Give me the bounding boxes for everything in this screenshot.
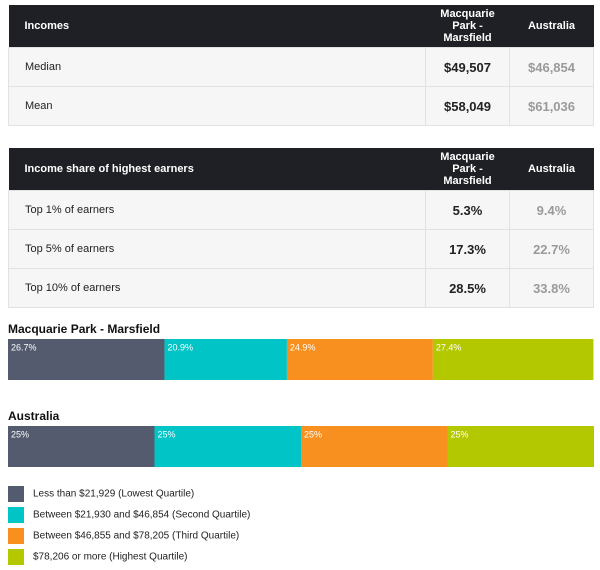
table-cell: 17.3%: [425, 229, 510, 269]
value-label: 25%: [304, 429, 322, 439]
table-row: Top 1% of earners 5.3% 9.4%: [8, 190, 594, 230]
header-cell: Australia: [509, 148, 594, 191]
table-row: Mean $58,049 $61,036: [8, 86, 594, 126]
bar-segment: [8, 426, 155, 467]
header-row: Incomes Macquarie Park - Marsfield Austral…: [8, 5, 594, 48]
table-cell: $58,049: [425, 86, 510, 126]
legend-swatch: [8, 507, 24, 523]
legend-swatch: [8, 528, 24, 544]
bar-segment: [8, 339, 165, 380]
table-cell: 9.4%: [509, 190, 594, 230]
table-row: Top 5% of earners 17.3% 22.7%: [8, 229, 594, 269]
value-label: 20.9%: [167, 342, 193, 352]
header-row: Income share of highest earners Macquarie…: [8, 148, 594, 191]
header-cell: Macquarie Park - Marsfield: [425, 5, 510, 48]
header-cell: Income share of highest earners: [8, 148, 426, 191]
bar-segment: [154, 426, 301, 467]
bar-segment: [301, 426, 448, 467]
table-cell: 22.7%: [509, 229, 594, 269]
table-row: Top 10% of earners 28.5% 33.8%: [8, 268, 594, 308]
table-cell: Top 10% of earners: [8, 268, 426, 308]
table-cell: 33.8%: [509, 268, 594, 308]
incomes-table: Incomes Macquarie Park - Marsfield Austral…: [8, 5, 594, 126]
table-row: Median $49,507 $46,854: [8, 47, 594, 87]
table-cell: Median: [8, 47, 426, 87]
table-cell: Top 1% of earners: [8, 190, 426, 230]
table-cell: $46,854: [509, 47, 594, 87]
value-label: 26.7%: [11, 342, 37, 352]
table-cell: Mean: [8, 86, 426, 126]
table-cell: Top 5% of earners: [8, 229, 426, 269]
table-cell: 28.5%: [425, 268, 510, 308]
bar-segment: [286, 339, 433, 380]
legend-label: Less than $21,929 (Lowest Quartile): [33, 489, 194, 500]
bar-segment: [432, 339, 594, 380]
header-cell: Australia: [509, 5, 594, 48]
bar-segment: [447, 426, 594, 467]
value-label: 27.4%: [436, 342, 462, 352]
value-label: 24.9%: [290, 342, 316, 352]
chart-title: Australia: [8, 409, 60, 423]
header-cell: Incomes: [8, 5, 426, 48]
value-label: 25%: [451, 429, 469, 439]
bar-segment: [164, 339, 287, 380]
value-label: 25%: [158, 429, 176, 439]
legend-swatch: [8, 486, 24, 502]
legend-label: $78,206 or more (Highest Quartile): [33, 552, 188, 563]
legend-label: Between $21,930 and $46,854 (Second Quar…: [33, 510, 250, 521]
value-label: 25%: [11, 429, 29, 439]
legend-swatch: [8, 549, 24, 565]
distribution-charts: Macquarie Park - Marsfield 26.7% 20.9% 24.9…: [8, 322, 594, 565]
chart-title: Macquarie Park - Marsfield: [8, 322, 160, 336]
header-cell: Macquarie Park - Marsfield: [425, 148, 510, 191]
table-cell: 5.3%: [425, 190, 510, 230]
earners-table: Income share of highest earners Macquarie…: [8, 148, 594, 308]
table-cell: $61,036: [509, 86, 594, 126]
legend-label: Between $46,855 and $78,205 (Third Quart…: [33, 531, 239, 542]
table-cell: $49,507: [425, 47, 510, 87]
